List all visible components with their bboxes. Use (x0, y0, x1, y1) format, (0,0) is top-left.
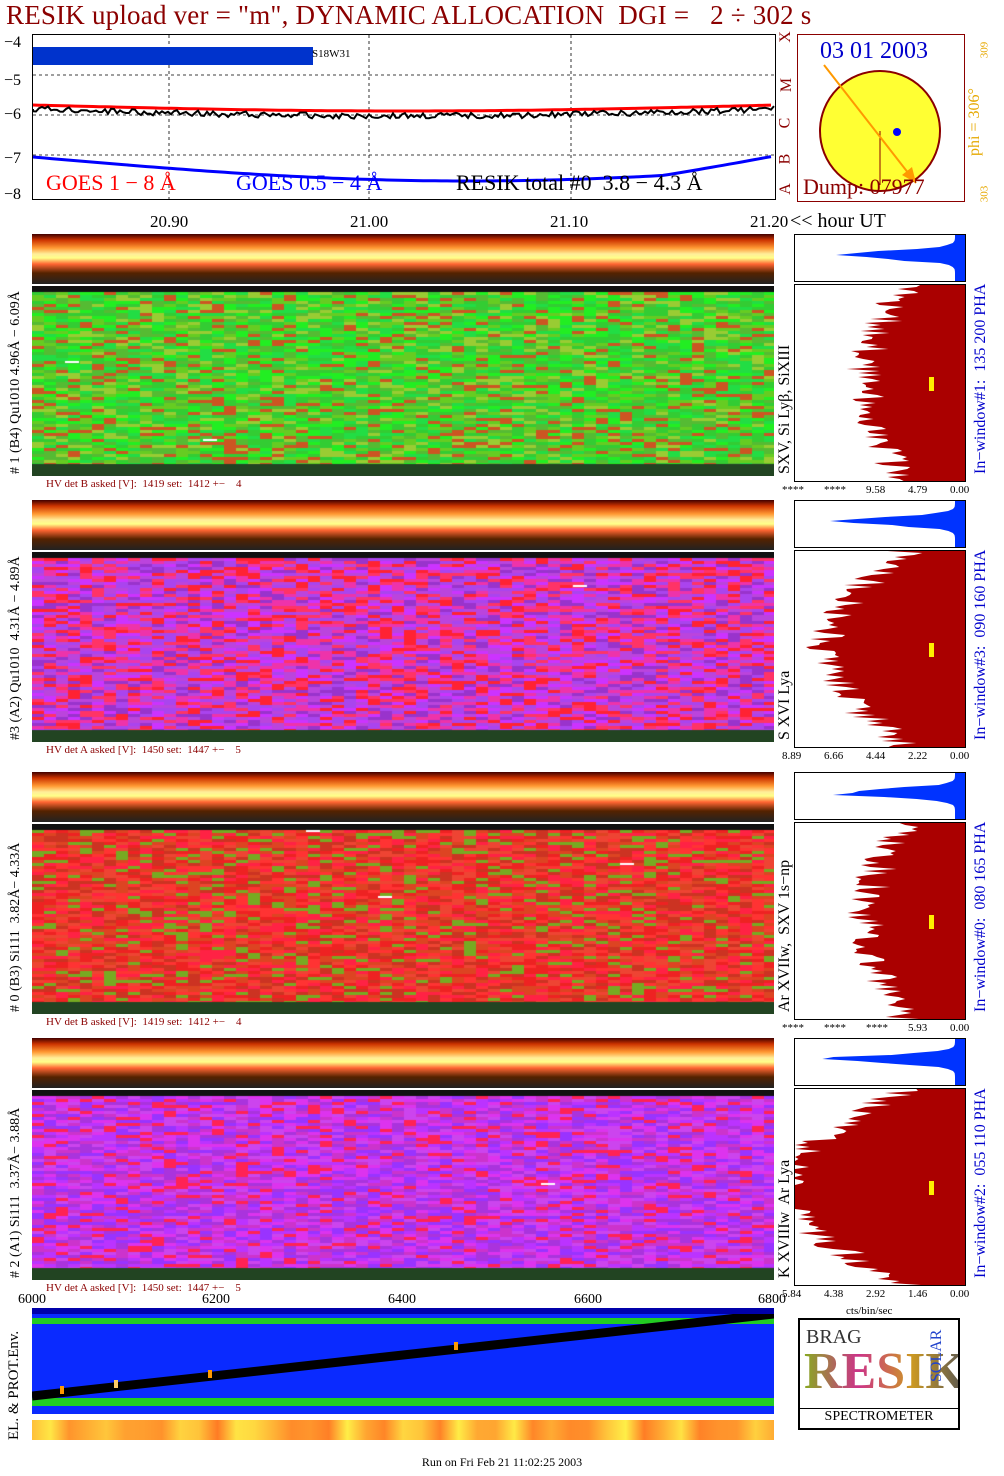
channel-pha-histogram (794, 1038, 966, 1086)
env-green-band-top (32, 1318, 774, 1324)
goes-plot (33, 35, 775, 199)
sun-dump: Dump: 07977 (803, 174, 925, 199)
hist-tick: 0.00 (950, 484, 970, 496)
orbit-tick: 6600 (574, 1292, 602, 1307)
goes-class-letter: M (778, 77, 796, 93)
goes-class-letter: C (776, 117, 794, 129)
channel-hv-text: HV det B asked [V]: 1419 set: 1412 +− 4 (46, 1016, 242, 1028)
channel-side-label: # 2 (A1) Si111 3.37Å− 3.88Å (8, 1107, 23, 1278)
goes-ytick: −5 (4, 72, 22, 89)
channel-spectrum-histogram (794, 822, 966, 1020)
channel-lines-label: Ar XVIIw, SXV 1s−np (776, 859, 793, 1012)
env-gradient-strip (32, 1420, 774, 1440)
goes-ytick: −4 (4, 34, 22, 51)
goes-ytick: −7 (4, 150, 22, 167)
hist-tick: **** (824, 484, 846, 496)
hist-tick: **** (782, 484, 804, 496)
channel-pha-histogram (794, 234, 966, 282)
channel-spectrogram (32, 552, 774, 742)
orbit-tick: 6400 (388, 1292, 416, 1307)
flare-tag: S18W31 (312, 48, 351, 60)
logo-solar: SOLAR (928, 1329, 945, 1382)
hist-tick: 2.22 (908, 750, 928, 762)
hist-tick: 2.92 (866, 1288, 886, 1300)
goes-ytick: −6 (4, 106, 22, 123)
channel-spectrogram (32, 824, 774, 1014)
resik-logo: BRAG RESIK SOLAR SPECTROMETER (798, 1318, 960, 1430)
hist-tick: 5.93 (908, 1022, 928, 1034)
time-tick: 21.20 (750, 212, 789, 231)
channel-window-label: In−window#2: 055 110 PHA (972, 1088, 989, 1278)
hist-tick: 8.89 (782, 750, 802, 762)
hist-tick: **** (782, 1022, 804, 1034)
time-tick: 20.90 (150, 212, 189, 231)
hist-tick: 4.38 (824, 1288, 844, 1300)
channel-spectrum-histogram (794, 550, 966, 748)
channel-header-band (32, 500, 774, 550)
time-unit-label: << hour UT (790, 210, 886, 232)
orbit-tick: 6800 (758, 1292, 786, 1307)
hist-tick: 4.44 (866, 750, 886, 762)
channel-spectrum-histogram (794, 1088, 966, 1286)
channel-spectrogram (32, 286, 774, 476)
hist-tick: 5.84 (782, 1288, 802, 1300)
channel-side-label: # 0 (B3) Si111 3.82Å− 4.33Å (8, 842, 23, 1012)
channel-window-label: In−window#3: 090 160 PHA (972, 549, 989, 740)
goes-legend-resik: RESIK total #0 3.8 − 4.3 Å (456, 170, 703, 195)
channel-hv-text: HV det A asked [V]: 1450 set: 1447 +− 5 (46, 744, 241, 756)
env-track (32, 1314, 774, 1401)
hist-tick: 0.00 (950, 750, 970, 762)
time-tick: 21.00 (350, 212, 389, 231)
goes-legend-05-4: GOES 0.5 − 4 Å (236, 170, 383, 195)
environment-panel (32, 1308, 774, 1414)
goes-legend-1-8: GOES 1 − 8 Å (46, 170, 176, 195)
logo-brag: BRAG (806, 1326, 862, 1348)
goes-class-letter: A (776, 183, 794, 195)
hist-unit: cts/bin/sec (846, 1305, 893, 1317)
hist-tick: 0.00 (950, 1022, 970, 1034)
channel-header-band (32, 234, 774, 284)
channel-header-band (32, 772, 774, 822)
goes-class-letter: X (776, 31, 794, 43)
orbit-tick: 6000 (18, 1292, 46, 1307)
sun-disk-panel (797, 34, 965, 202)
channel-hv-text: HV det B asked [V]: 1419 set: 1412 +− 4 (46, 478, 242, 490)
env-label: EL. & PROT.Env. (6, 1330, 22, 1440)
channel-side-label: # 1 (B4) Qu1010 4.96Å − 6.09Å (8, 291, 23, 474)
hist-tick: 6.66 (824, 750, 844, 762)
sun-date: 03 01 2003 (820, 38, 928, 64)
channel-window-label: In−window#1: 135 200 PHA (972, 283, 989, 474)
hist-tick: 0.00 (950, 1288, 970, 1300)
channel-pha-histogram (794, 772, 966, 820)
time-tick: 21.10 (550, 212, 589, 231)
logo-spectrometer: SPECTROMETER (800, 1408, 958, 1425)
channel-header-band (32, 1038, 774, 1088)
channel-lines-label: K XVIIIw Ar Lya (776, 1159, 793, 1278)
channel-window-label: In−window#0: 080 165 PHA (972, 821, 989, 1012)
goes-ytick: −8 (4, 186, 22, 203)
hist-tick: **** (866, 1022, 888, 1034)
channel-spectrogram (32, 1090, 774, 1280)
sun-phi-bottom: 303 (978, 185, 991, 203)
hist-tick: 4.79 (908, 484, 928, 496)
hist-tick: 9.58 (866, 484, 886, 496)
hist-tick: 1.46 (908, 1288, 928, 1300)
hist-tick: **** (824, 1022, 846, 1034)
orbit-tick: 6200 (202, 1292, 230, 1307)
env-green-band-bottom (32, 1398, 774, 1406)
sun-disk (819, 64, 941, 192)
channel-side-label: #3 (A2) Qu1010 4.31Å − 4.89Å (8, 556, 23, 740)
run-timestamp: Run on Fri Feb 21 11:02:25 2003 (421, 1455, 583, 1469)
logo-resik: RESIK (804, 1342, 958, 1401)
channel-spectrum-histogram (794, 284, 966, 482)
goes-lightcurve-panel (32, 34, 776, 200)
page-title: RESIK upload ver = "m", DYNAMIC ALLOCATI… (6, 0, 812, 30)
sun-phi: phi = 306° (966, 88, 983, 156)
channel-pha-histogram (794, 500, 966, 548)
sun-phi-top: 309 (978, 41, 991, 59)
goes-class-letter: B (776, 153, 794, 165)
channel-lines-label: S XVI Lya (776, 670, 793, 740)
channel-lines-label: SXV, Si Lyβ, SiXIII (776, 344, 793, 474)
channel-hv-text: HV det A asked [V]: 1450 set: 1447 +− 5 (46, 1282, 241, 1294)
